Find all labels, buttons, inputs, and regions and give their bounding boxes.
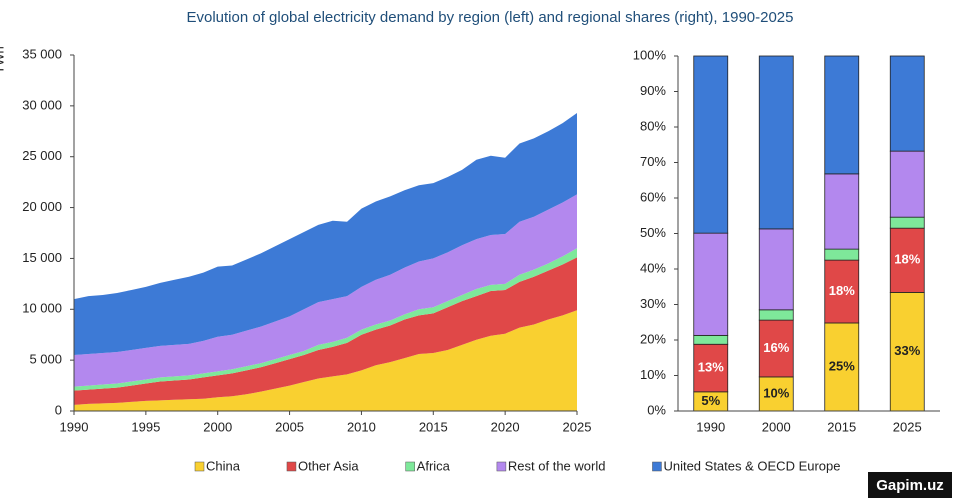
- y-tick-label: 10 000: [22, 301, 62, 316]
- x-tick-label: 2025: [893, 419, 922, 434]
- y-tick-label: 50%: [640, 225, 666, 240]
- legend-swatch: [286, 461, 297, 472]
- value-label: 18%: [829, 283, 855, 298]
- x-tick-label: 2000: [203, 419, 232, 434]
- bar-segment: [693, 334, 729, 345]
- bar-segment: [889, 150, 925, 218]
- x-tick-label: 2015: [419, 419, 448, 434]
- bar-segment: [824, 173, 860, 250]
- watermark-box: [868, 472, 952, 498]
- y-tick-label: 100%: [633, 47, 667, 62]
- x-tick-label: 1990: [696, 419, 725, 434]
- figure-title: Evolution of global electricity demand b…: [186, 9, 793, 26]
- x-tick-label: 2010: [347, 419, 376, 434]
- y-tick-label: 30 000: [22, 97, 62, 112]
- bar-segment: [693, 232, 729, 336]
- bar-segment: [824, 248, 860, 261]
- bar-segment: [824, 55, 860, 175]
- legend-swatch: [405, 461, 415, 472]
- legend-label: Other Asia: [298, 458, 359, 473]
- x-tick-label: 2005: [275, 419, 304, 434]
- x-tick-label: 2025: [563, 419, 592, 434]
- legend-label: Rest of the world: [508, 458, 606, 473]
- bar-segment: [758, 309, 794, 321]
- bar-segment: [889, 292, 925, 412]
- bar-segment: [889, 216, 925, 229]
- legend-label: United States & OECD Europe: [663, 458, 840, 473]
- area: [74, 112, 577, 356]
- area: [74, 310, 577, 411]
- bar-segment: [889, 55, 925, 152]
- x-tick-label: 2020: [491, 419, 520, 434]
- y-tick-label: 20%: [640, 331, 666, 346]
- y-tick-label: 0%: [647, 402, 666, 417]
- value-label: 25%: [829, 358, 855, 373]
- legend-swatch: [496, 461, 507, 472]
- bar-segment: [758, 55, 794, 230]
- bar-segment: [758, 228, 794, 311]
- y-tick-label: 90%: [640, 83, 666, 98]
- value-label: 10%: [763, 385, 789, 400]
- y-tick-label: 5 000: [29, 352, 62, 367]
- area: [74, 257, 577, 405]
- legend-swatch: [652, 461, 662, 472]
- x-tick-label: 1995: [131, 419, 160, 434]
- area: [74, 194, 577, 387]
- x-tick-label: 2000: [762, 419, 791, 434]
- value-label: 33%: [894, 343, 920, 358]
- y-axis-label: TWh: [0, 46, 6, 73]
- legend-swatch: [194, 461, 205, 472]
- y-tick-label: 60%: [640, 189, 666, 204]
- y-tick-label: 35 000: [22, 46, 62, 61]
- y-tick-label: 80%: [640, 118, 666, 133]
- y-tick-label: 70%: [640, 154, 666, 169]
- bar-segment: [824, 259, 860, 324]
- y-tick-label: 0: [55, 402, 62, 417]
- value-label: 5%: [701, 393, 720, 408]
- y-tick-label: 15 000: [22, 250, 62, 265]
- legend-label: China: [206, 458, 241, 473]
- y-tick-label: 10%: [640, 367, 666, 382]
- y-tick-label: 20 000: [22, 199, 62, 214]
- watermark: Gapim.uz: [876, 477, 944, 494]
- bar-segment: [824, 322, 860, 412]
- value-label: 16%: [763, 340, 789, 355]
- bar-segment: [693, 55, 729, 234]
- y-tick-label: 40%: [640, 260, 666, 275]
- legend-label: Africa: [417, 458, 451, 473]
- value-label: 18%: [894, 252, 920, 267]
- y-tick-label: 25 000: [22, 148, 62, 163]
- x-tick-label: 2015: [827, 419, 856, 434]
- x-tick-label: 1990: [60, 419, 89, 434]
- y-tick-label: 30%: [640, 296, 666, 311]
- value-label: 13%: [698, 359, 724, 374]
